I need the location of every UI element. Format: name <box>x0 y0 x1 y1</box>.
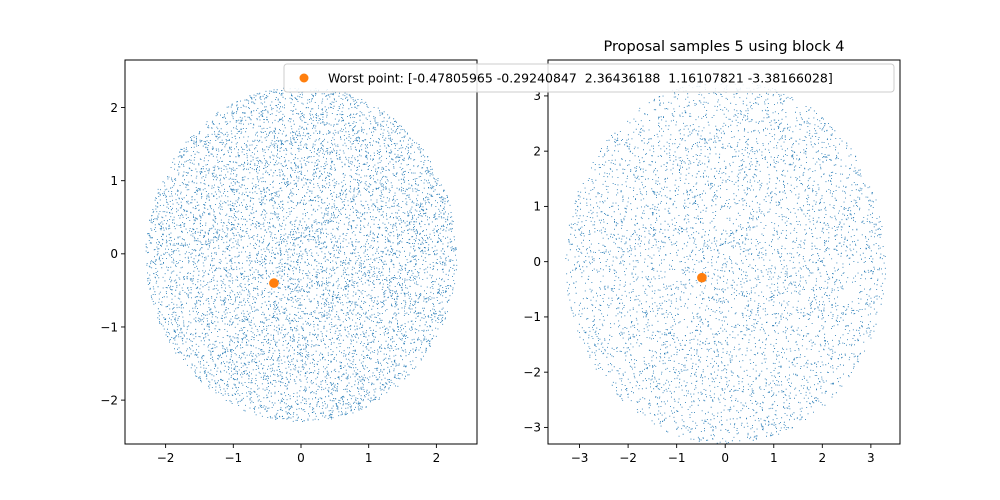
worst-point-right-group <box>697 272 707 283</box>
x-tick-label-right: 2 <box>818 451 826 465</box>
y-tick-label-right: 0 <box>533 255 541 269</box>
x-tick-label-left: −2 <box>157 451 175 465</box>
y-tick-label-right: −2 <box>523 365 541 379</box>
y-tick-label-right: 2 <box>533 144 541 158</box>
worst-point-left <box>269 278 279 288</box>
legend-label: Worst point: [-0.47805965 -0.29240847 2.… <box>328 71 833 86</box>
worst-point-right <box>697 272 707 283</box>
x-tick-label-right: −2 <box>619 451 637 465</box>
x-tick-label-left: 1 <box>365 451 373 465</box>
y-tick-label-right: 3 <box>533 89 541 103</box>
samples-right <box>565 82 886 444</box>
y-tick-label-right: 1 <box>533 200 541 214</box>
legend-box <box>283 63 895 93</box>
y-tick-label-right: −1 <box>523 310 541 324</box>
sample-points-right <box>565 82 886 444</box>
x-tick-label-right: −1 <box>668 451 686 465</box>
x-tick-label-right: 0 <box>721 451 729 465</box>
legend: Worst point: [-0.47805965 -0.29240847 2.… <box>283 63 895 93</box>
ticks-left: −2 −1 0 1 2 −2 −1 0 1 2 <box>100 101 440 465</box>
y-tick-label-left: −2 <box>100 393 118 407</box>
y-tick-label-left: 0 <box>110 247 118 261</box>
x-tick-label-right: 3 <box>867 451 875 465</box>
legend-marker <box>299 73 309 83</box>
y-tick-label-right: −3 <box>523 421 541 435</box>
x-tick-label-left: 2 <box>433 451 441 465</box>
y-tick-label-left: −1 <box>100 320 118 334</box>
y-tick-label-left: 1 <box>110 174 118 188</box>
axes-right-frame <box>547 59 901 445</box>
ticks-right: −3 −2 −1 0 1 2 3 −3 −2 −1 0 1 2 3 <box>523 89 874 465</box>
x-tick-label-right: −3 <box>571 451 589 465</box>
y-tick-label-left: 2 <box>110 101 118 115</box>
axes-right: −3 −2 −1 0 1 2 3 −3 −2 −1 0 1 2 3 Proposal samples 5 … <box>523 39 901 465</box>
axes-left: −2 −1 0 1 2 −2 −1 0 1 2 <box>100 59 478 465</box>
x-tick-label-left: −1 <box>224 451 242 465</box>
worst-point-left-group <box>269 278 279 288</box>
chart-title-right: Proposal samples 5 using block 4 <box>604 39 845 55</box>
x-tick-label-left: 0 <box>297 451 305 465</box>
x-tick-label-right: 1 <box>770 451 778 465</box>
